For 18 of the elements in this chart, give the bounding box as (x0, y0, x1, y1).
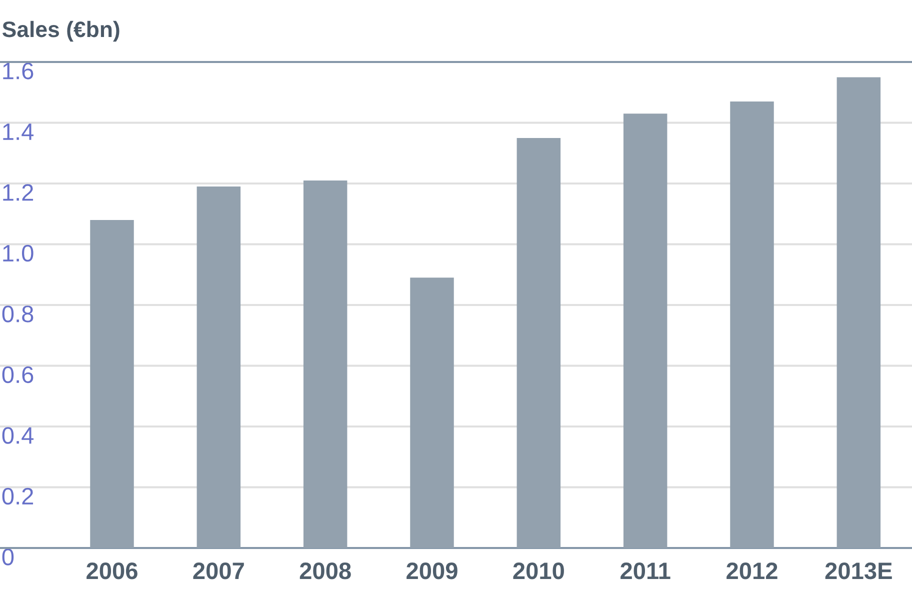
y-tick-label: 1.4 (3, 124, 34, 140)
y-tick-label: 0.4 (2, 427, 34, 444)
y-tick-label: 1.6 (3, 62, 34, 80)
x-tick-label: 2011 (620, 562, 670, 580)
x-tick-label: 2008 (300, 562, 351, 580)
x-tick-label: 2006 (86, 562, 138, 580)
x-tick-label: 2010 (513, 562, 564, 580)
x-tick-label: 2009 (406, 562, 458, 580)
chart-title: Sales (€bn) (2, 20, 120, 42)
y-tick-label: 1.2 (3, 184, 34, 201)
y-tick-label: 1.0 (3, 244, 34, 262)
y-tick-label: 0.8 (2, 306, 34, 322)
y-tick-label: 0 (2, 548, 14, 566)
y-tick-label: 0.6 (2, 366, 34, 384)
x-tick-label: 2012 (726, 562, 778, 580)
y-tick-label: 0.2 (2, 488, 34, 505)
x-tick-label: 2013E (825, 562, 892, 580)
x-tick-label: 2007 (193, 562, 244, 580)
